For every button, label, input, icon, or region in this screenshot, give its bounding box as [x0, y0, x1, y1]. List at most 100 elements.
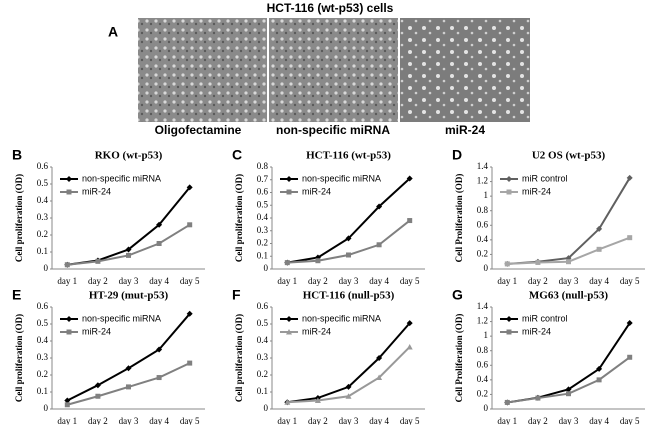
x-tick-label: day 3 [119, 416, 139, 425]
x-tick-label: day 1 [497, 276, 517, 286]
marker [406, 175, 413, 182]
marker [504, 261, 510, 267]
x-tick-label: day 4 [369, 276, 389, 286]
y-tick-label: 0.2 [257, 369, 268, 379]
marker [345, 393, 352, 399]
x-tick-label: day 2 [88, 276, 108, 286]
y-tick-label: 0.6 [37, 161, 49, 171]
y-tick-label: 0.8 [477, 205, 489, 215]
marker [596, 377, 602, 383]
y-tick-label: 1.4 [477, 301, 489, 311]
y-tick-label: 0 [264, 263, 269, 273]
y-tick-label: 0.3 [37, 352, 49, 362]
image-caption: Oligofectamine [155, 123, 242, 137]
marker [66, 329, 72, 335]
x-tick-label: day 1 [277, 416, 297, 425]
marker [66, 189, 72, 195]
marker [535, 395, 541, 401]
y-tick-label: 0 [484, 263, 489, 273]
marker [156, 346, 163, 353]
y-tick-label: 0.6 [477, 359, 489, 369]
y-tick-label: 0 [264, 403, 269, 413]
series-line [67, 223, 191, 266]
marker [94, 382, 101, 389]
marker [506, 329, 512, 335]
y-tick-label: 0.1 [257, 386, 268, 396]
micrograph [400, 18, 530, 122]
legend-label: miR control [522, 313, 568, 323]
x-tick-label: day 4 [589, 416, 609, 425]
marker [406, 343, 413, 350]
legend-label: miR-24 [302, 326, 331, 336]
y-tick-label: 0.6 [257, 187, 269, 197]
x-tick-label: day 5 [400, 416, 420, 425]
marker [286, 329, 292, 335]
y-tick-label: 0.4 [37, 195, 49, 205]
x-tick-label: day 5 [620, 416, 640, 425]
y-tick-label: 0.7 [257, 174, 269, 184]
marker [566, 259, 571, 265]
marker [186, 310, 193, 317]
y-axis-label: Cell proliferation (OD) [234, 174, 244, 262]
marker [345, 235, 352, 242]
marker [566, 391, 571, 397]
x-tick-label: day 1 [277, 276, 297, 286]
marker [406, 320, 413, 327]
x-tick-label: day 1 [57, 276, 77, 286]
y-tick-label: 0.2 [37, 369, 48, 379]
marker [64, 262, 70, 268]
marker [506, 176, 512, 182]
micrograph [269, 18, 398, 122]
legend-label: non-specific miRNA [302, 313, 381, 323]
marker [284, 399, 291, 405]
x-tick-label: day 4 [149, 276, 169, 286]
y-tick-label: 0.4 [257, 212, 269, 222]
marker [506, 189, 512, 195]
x-tick-label: day 2 [528, 416, 548, 425]
marker [376, 374, 383, 381]
x-tick-label: day 2 [88, 416, 108, 425]
y-tick-label: 0.5 [257, 318, 269, 328]
x-tick-label: day 2 [308, 416, 328, 425]
legend-label: miR-24 [302, 186, 331, 196]
y-axis-label: Cell proliferation (OD) [14, 314, 24, 402]
legend-label: miR-24 [522, 186, 551, 196]
legend-label: miR-24 [82, 326, 111, 336]
y-axis-label: Cell Proliferation (OD) [454, 314, 464, 403]
marker [126, 384, 131, 390]
marker [95, 393, 101, 399]
x-tick-label: day 2 [528, 276, 548, 286]
x-tick-label: day 4 [589, 276, 609, 286]
marker [626, 320, 633, 327]
y-tick-label: 0.1 [37, 246, 48, 256]
marker [126, 252, 131, 258]
y-tick-label: 0.4 [477, 374, 489, 384]
legend-label: miR-24 [522, 326, 551, 336]
x-tick-label: day 1 [497, 416, 517, 425]
marker [535, 259, 541, 265]
y-tick-label: 0.5 [37, 318, 49, 328]
y-tick-label: 0.6 [477, 219, 489, 229]
marker [64, 402, 70, 408]
marker [346, 252, 351, 258]
y-tick-label: 0.2 [257, 238, 268, 248]
marker [626, 174, 633, 181]
marker [315, 258, 321, 264]
marker [345, 383, 352, 390]
y-tick-label: 0 [44, 403, 49, 413]
marker [64, 397, 71, 404]
marker [627, 235, 633, 241]
x-tick-label: day 1 [57, 416, 77, 425]
y-tick-label: 0.4 [37, 335, 49, 345]
y-tick-label: 0.4 [477, 234, 489, 244]
y-tick-label: 1 [484, 190, 489, 200]
marker [125, 246, 132, 253]
x-tick-label: day 5 [180, 416, 200, 425]
marker [596, 246, 602, 252]
marker [125, 365, 132, 372]
panel-label: D [452, 147, 462, 163]
y-tick-label: 0.4 [257, 335, 269, 345]
y-tick-label: 0.1 [257, 250, 268, 260]
marker [565, 386, 572, 393]
x-tick-label: day 3 [339, 416, 359, 425]
